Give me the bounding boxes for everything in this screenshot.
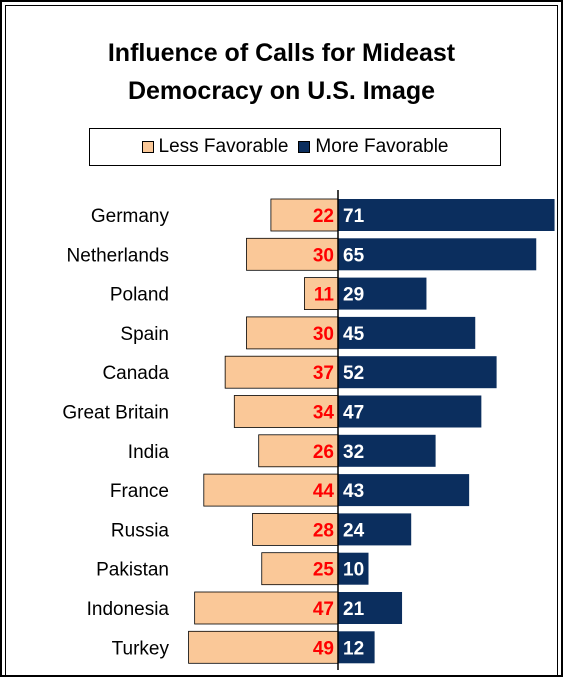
legend-label-less: Less Favorable <box>158 136 289 157</box>
bar-less-favorable <box>258 434 339 468</box>
category-label: Netherlands <box>67 245 169 266</box>
bar-less-favorable <box>261 552 339 586</box>
data-label-less: 22 <box>313 206 334 227</box>
data-label-less: 30 <box>313 245 334 266</box>
category-label: Turkey <box>112 638 170 659</box>
category-label: Pakistan <box>96 560 169 581</box>
category-label: India <box>128 442 170 463</box>
data-label-more: 52 <box>343 363 364 384</box>
data-label-less: 26 <box>313 442 334 463</box>
data-label-more: 12 <box>343 638 364 659</box>
data-label-less: 37 <box>313 363 334 384</box>
bar-more-favorable <box>338 513 412 546</box>
data-label-more: 43 <box>343 481 364 502</box>
bar-less-favorable <box>188 630 339 664</box>
data-label-more: 32 <box>343 442 364 463</box>
data-label-less: 34 <box>313 403 335 424</box>
data-label-less: 44 <box>313 481 335 502</box>
bar-more-favorable <box>338 395 482 428</box>
legend-label-more: More Favorable <box>315 136 449 157</box>
data-label-more: 65 <box>343 245 365 266</box>
data-label-more: 10 <box>343 560 364 581</box>
bar-more-favorable <box>338 316 476 349</box>
category-label: Canada <box>102 363 169 384</box>
chart-legend: Less Favorable More Favorable <box>89 128 501 166</box>
bar-less-favorable <box>194 591 339 625</box>
bar-less-favorable <box>233 395 339 428</box>
data-label-more: 45 <box>343 324 365 345</box>
data-label-more: 24 <box>343 520 365 541</box>
bar-less-favorable <box>246 237 339 271</box>
category-label: Indonesia <box>87 599 170 620</box>
bar-more-favorable <box>338 356 497 389</box>
bar-more-favorable <box>338 592 403 624</box>
bar-less-favorable <box>203 473 339 507</box>
chart-title-line-1: Influence of Calls for Mideast <box>107 39 456 67</box>
bar-less-favorable <box>246 316 339 350</box>
data-label-less: 49 <box>313 638 334 659</box>
chart-title-line-2: Democracy on U.S. Image <box>127 77 436 105</box>
data-label-less: 30 <box>313 324 334 345</box>
category-label: France <box>110 481 169 502</box>
chart-title: Influence of Calls for Mideast Democracy… <box>0 34 563 110</box>
inner-frame <box>5 5 558 677</box>
data-label-less: 11 <box>314 285 335 306</box>
category-label: Germany <box>91 206 170 227</box>
bar-more-favorable <box>338 238 537 271</box>
category-label: Spain <box>120 324 169 345</box>
bar-more-favorable <box>338 474 470 507</box>
legend-item-less: Less Favorable <box>141 136 289 158</box>
bar-more-favorable <box>338 631 375 664</box>
data-label-less: 47 <box>313 599 334 620</box>
bar-more-favorable <box>338 199 555 231</box>
legend-swatch-less <box>141 141 154 153</box>
data-label-more: 47 <box>343 403 364 424</box>
data-label-more: 21 <box>343 599 365 620</box>
category-label: Great Britain <box>62 403 169 424</box>
bar-less-favorable <box>270 198 339 232</box>
bar-more-favorable <box>338 434 436 467</box>
data-label-more: 29 <box>343 285 364 306</box>
bar-less-favorable <box>252 513 339 546</box>
bar-more-favorable <box>338 552 369 585</box>
legend-swatch-more <box>298 141 311 153</box>
category-label: Russia <box>111 520 170 541</box>
data-label-less: 28 <box>313 520 334 541</box>
data-label-less: 25 <box>313 560 335 581</box>
bar-more-favorable <box>338 277 427 310</box>
legend-item-more: More Favorable <box>298 136 448 158</box>
data-label-more: 71 <box>343 206 365 227</box>
bar-less-favorable <box>304 277 339 311</box>
category-label: Poland <box>110 285 169 306</box>
